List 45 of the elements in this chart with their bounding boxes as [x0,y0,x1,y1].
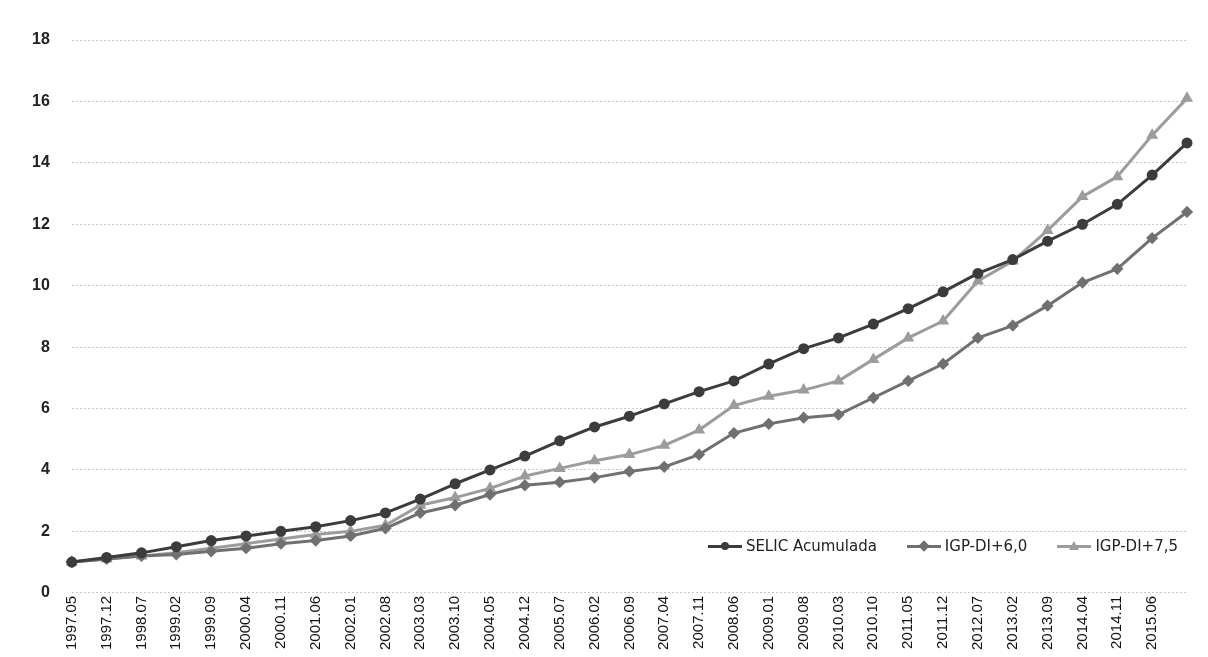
x-tick-label: 2003.03 [410,595,428,651]
x-tick-label: 1997.12 [96,595,114,651]
x-tick-label: 2007.11 [689,595,707,649]
x-tick-label: 2001.06 [305,595,323,651]
x-tick-label: 2006.09 [619,595,637,651]
x-tick-label: 2013.09 [1037,595,1055,651]
x-tick-label: 2002.08 [375,595,393,651]
x-tick-label: 2004.05 [480,595,498,651]
x-tick-label: 1999.09 [201,595,219,651]
x-tick-label: 2009.08 [793,595,811,651]
y-tick-label: 14 [32,153,50,171]
y-tick-label: 6 [40,398,50,416]
x-tick-label: 2012.07 [968,595,986,651]
legend-label: IGP-DI+7,5 [1095,537,1178,555]
legend-label: SELIC Acumulada [745,537,877,555]
y-tick-label: 16 [32,91,50,109]
x-tick-label: 2015.06 [1142,595,1160,651]
y-tick-label: 0 [40,583,50,601]
x-tick-label: 2000.04 [236,595,254,651]
x-tick-label: 2014.11 [1107,595,1125,649]
x-tick-label: 2002.01 [340,595,358,651]
x-tick-label: 1997.05 [61,595,79,651]
x-tick-label: 2006.02 [584,595,602,651]
x-tick-label: 1999.02 [166,595,184,651]
x-tick-label: 2010.03 [828,595,846,651]
x-tick-label: 2007.04 [654,595,672,651]
y-tick-label: 4 [40,460,50,478]
x-tick-label: 2011.12 [933,595,951,649]
y-tick-label: 18 [32,30,50,48]
x-tick-label: 1998.07 [131,595,149,651]
legend-label: IGP-DI+6,0 [944,537,1028,555]
y-tick-label: 12 [32,214,50,232]
x-tick-label: 2004.12 [514,595,532,651]
x-tick-label: 2009.01 [758,595,776,651]
y-tick-label: 10 [32,276,50,294]
x-tick-label: 2014.04 [1072,595,1090,651]
y-tick-label: 8 [40,337,50,355]
x-tick-label: 2011.05 [898,595,916,649]
x-tick-label: 2008.06 [724,595,742,651]
x-tick-label: 2003.10 [445,595,463,651]
x-tick-label: 2005.07 [549,595,567,651]
x-tick-label: 2010.10 [863,595,881,651]
x-tick-label: 2013.02 [1002,595,1020,651]
y-tick-label: 2 [40,521,50,539]
x-tick-label: 2000.11 [271,595,289,649]
